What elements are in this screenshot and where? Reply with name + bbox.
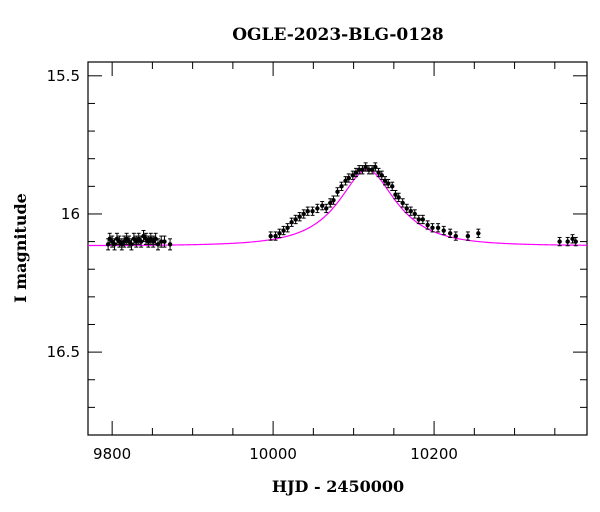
data-point [393, 192, 398, 197]
data-point [273, 233, 278, 239]
data-point [339, 184, 344, 189]
data-point [453, 233, 459, 239]
data-point [396, 195, 401, 200]
data-point [129, 242, 134, 247]
data-point [379, 173, 384, 178]
data-point [404, 206, 409, 211]
y-tick-label: 16.5 [47, 343, 80, 361]
data-point [293, 217, 298, 222]
data-point [315, 206, 320, 211]
axis-tick-labels: 9800 10000 10200 15.5 16 16.5 [47, 67, 458, 463]
y-axis-label: I magnitude [11, 193, 30, 303]
data-point [289, 220, 294, 225]
data-point [476, 231, 481, 236]
data-point [331, 197, 336, 203]
data-point [400, 200, 405, 206]
data-point [281, 228, 286, 233]
data-point [153, 236, 158, 242]
data-point [162, 239, 167, 244]
y-tick-label: 15.5 [47, 67, 80, 85]
x-tick-label: 10000 [249, 445, 297, 463]
data-point [159, 239, 164, 244]
model-curve [88, 169, 588, 247]
data-points [105, 162, 578, 251]
x-axis-label: HJD - 2450000 [272, 477, 404, 496]
data-point [360, 167, 365, 172]
x-tick-label: 10200 [410, 445, 458, 463]
data-point [369, 167, 375, 172]
x-tick-label: 9800 [93, 445, 131, 463]
data-point [408, 209, 413, 214]
data-point [420, 217, 426, 222]
data-point [328, 200, 333, 206]
data-point [320, 203, 325, 208]
data-point [366, 167, 372, 172]
plot-frame [87, 61, 588, 436]
data-point [557, 239, 562, 244]
data-point [324, 206, 329, 211]
y-tick-label: 16 [61, 205, 80, 223]
data-point [277, 231, 282, 236]
data-point [310, 209, 315, 214]
data-point [382, 178, 388, 184]
data-point [301, 211, 306, 217]
data-point [573, 239, 578, 244]
data-point [425, 222, 430, 228]
data-point [167, 242, 173, 247]
data-point [268, 233, 273, 239]
data-point [430, 225, 435, 230]
axis-ticks [88, 62, 587, 436]
chart-title: OGLE-2023-BLG-0128 [232, 25, 444, 45]
data-point [155, 242, 161, 247]
data-point [353, 170, 359, 175]
data-point [390, 184, 395, 189]
data-point [376, 170, 381, 175]
data-point [570, 236, 575, 242]
data-point [447, 231, 453, 236]
data-point [435, 225, 441, 230]
data-point [363, 164, 368, 170]
data-point [412, 211, 417, 217]
data-point [297, 214, 302, 219]
data-point [346, 175, 351, 181]
data-point [285, 225, 290, 230]
data-point [357, 167, 362, 172]
data-point [350, 173, 355, 178]
data-point [343, 178, 348, 184]
data-point [373, 164, 378, 170]
data-point [112, 242, 117, 247]
data-point [386, 181, 391, 186]
data-point [441, 228, 446, 233]
data-point [335, 189, 340, 195]
data-point [416, 217, 421, 222]
data-point [465, 233, 471, 239]
data-point [138, 239, 144, 244]
data-point [305, 209, 310, 214]
data-point [565, 239, 570, 244]
